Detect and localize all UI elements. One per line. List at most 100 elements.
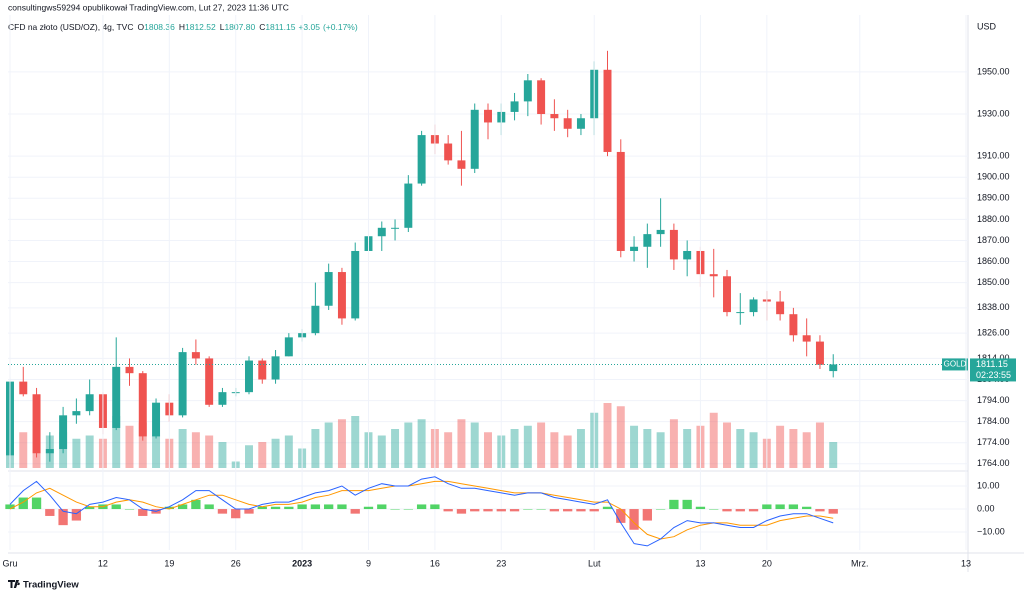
histogram-bar	[549, 509, 560, 512]
x-tick-label: 16	[430, 558, 440, 568]
field-value: 1811.15	[265, 22, 295, 32]
candle-body	[178, 352, 187, 416]
macd-line	[9, 476, 834, 547]
histogram-bar	[403, 509, 413, 510]
volume-bar	[603, 403, 612, 468]
candle-body	[32, 394, 41, 454]
candle-body	[523, 80, 532, 102]
histogram-bar	[138, 509, 148, 516]
y-tick-label: 1910.00	[977, 151, 1010, 161]
histogram-bar	[682, 499, 692, 510]
volume-bar	[510, 429, 519, 468]
x-tick-label: 13	[695, 558, 705, 568]
field-key: H	[179, 22, 185, 32]
histogram-bar	[324, 504, 334, 510]
volume-bar	[391, 429, 400, 468]
field-key: O	[137, 22, 144, 32]
volume-bar	[736, 429, 745, 468]
logo	[8, 580, 20, 588]
histogram-bar	[523, 509, 533, 510]
field-key: L	[220, 22, 225, 32]
histogram-bar	[430, 504, 440, 510]
volume-bar	[351, 416, 360, 468]
candle-body	[603, 69, 612, 152]
candle-body	[669, 229, 678, 260]
histogram-bar	[576, 509, 586, 512]
histogram-bar	[377, 504, 387, 510]
field-key: C	[259, 22, 265, 32]
histogram-bar	[496, 509, 506, 512]
y-tick-label: 1860.00	[977, 256, 1010, 266]
symbol-tag: GOLD	[944, 360, 967, 369]
y-tick-label: 1838.00	[977, 302, 1010, 312]
histogram-bar	[602, 506, 613, 510]
histogram-bar	[5, 504, 15, 510]
legend: CFD na złoto (USD/OZ), 4g, TVC O1808.36 H1…	[8, 22, 358, 32]
signal-line	[9, 480, 834, 540]
histogram-bar	[390, 509, 400, 510]
volume-bar	[125, 425, 134, 468]
volume-bar	[444, 432, 453, 468]
y-tick-label: 1880.00	[977, 214, 1010, 224]
volume-bar	[337, 419, 346, 468]
candle-body	[284, 337, 293, 357]
candle-body	[59, 415, 68, 450]
histogram-bar	[695, 506, 706, 510]
candle-body	[112, 366, 121, 428]
candle-body	[537, 80, 546, 115]
histogram-bar	[270, 506, 281, 510]
candle-body	[723, 276, 731, 313]
volume-bar	[550, 432, 559, 468]
volume-bar	[776, 425, 785, 468]
countdown: 02:23:55	[976, 370, 1011, 380]
candle-body	[19, 381, 28, 395]
histogram-bar	[297, 504, 307, 510]
y-tick-label: 1870.00	[977, 235, 1010, 245]
y-tick-label: −10.00	[977, 526, 1005, 536]
histogram-bar	[164, 506, 174, 510]
histogram-bar	[217, 509, 228, 514]
volume-bar	[218, 442, 227, 468]
y-tick-label: 1774.00	[977, 437, 1010, 447]
y-tick-label: 1826.00	[977, 328, 1010, 338]
histogram-bar	[802, 506, 812, 510]
candle-body	[749, 299, 758, 313]
candle-body	[484, 109, 492, 123]
volume-bar	[152, 435, 161, 468]
histogram-bar	[509, 509, 520, 512]
volume-bar	[258, 442, 267, 468]
candle-body	[563, 118, 572, 129]
y-tick-label: 1784.00	[977, 416, 1010, 426]
histogram-bar	[589, 509, 599, 512]
x-tick-label: 2023	[292, 558, 312, 568]
y-tick-label: 1900.00	[977, 172, 1010, 182]
volume-bar	[643, 429, 652, 468]
x-tick-label: Gru	[2, 558, 17, 568]
x-tick-label: 19	[164, 558, 174, 568]
histogram-bar	[231, 509, 241, 519]
volume-bar	[563, 435, 572, 468]
histogram-bar	[748, 509, 759, 512]
histogram-bar	[563, 509, 573, 512]
candle-body	[457, 160, 466, 169]
histogram-bar	[709, 509, 719, 510]
histogram-bar	[45, 509, 55, 516]
y-tick-label: 1850.00	[977, 277, 1010, 287]
candle-body	[85, 394, 94, 412]
x-tick-label: 12	[98, 558, 108, 568]
volume-bar	[311, 429, 320, 468]
volume-bar	[789, 429, 798, 468]
volume-bar	[191, 432, 200, 468]
y-tick-label: 0.00	[977, 503, 995, 513]
x-tick-label: 13	[961, 558, 971, 568]
candle-body	[218, 392, 227, 405]
volume-bar	[284, 435, 293, 468]
x-tick-label: 20	[762, 558, 772, 568]
x-tick-label: 9	[366, 558, 371, 568]
histogram-bar	[616, 509, 626, 523]
x-tick-label: 26	[231, 558, 241, 568]
histogram-bar	[310, 504, 321, 510]
histogram-bar	[124, 509, 135, 510]
histogram-bar	[58, 509, 68, 526]
